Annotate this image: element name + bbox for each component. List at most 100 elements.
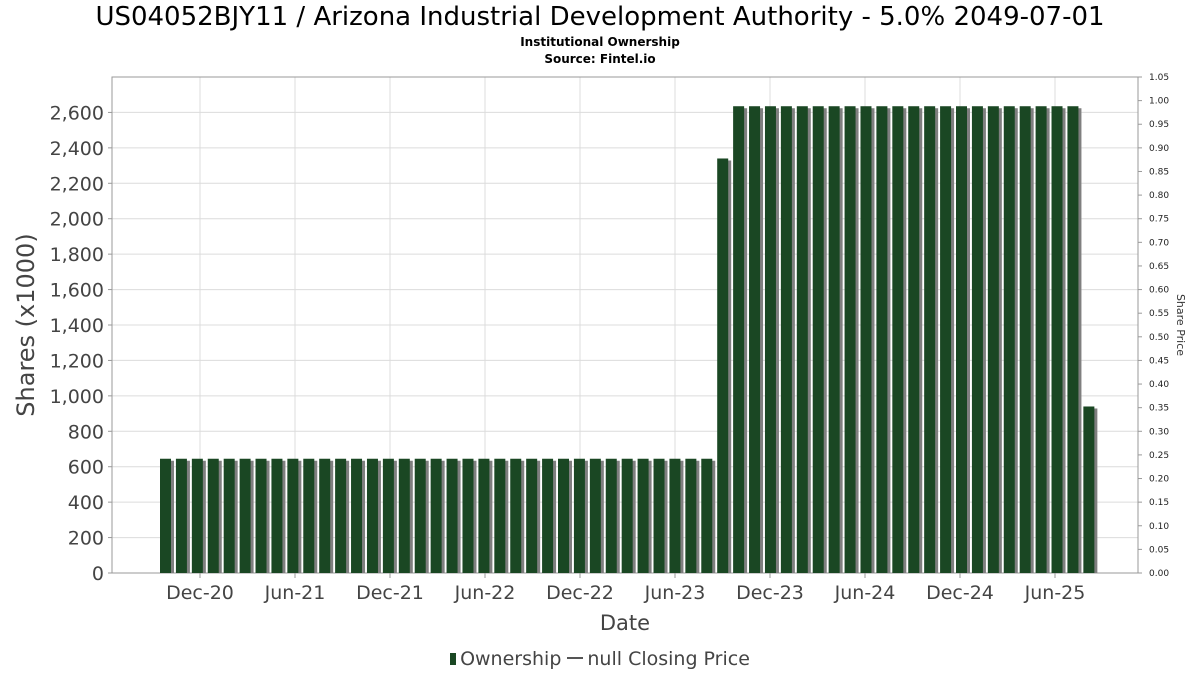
y2-tick-label: 0.15 [1149,498,1169,508]
y2-axis-label: Share Price [1174,294,1187,356]
ownership-bar [621,458,633,573]
ownership-bar [605,458,617,573]
y2-tick-label: 0.10 [1149,522,1169,532]
ownership-bar [366,458,378,573]
ownership-bar [828,106,840,573]
ownership-bar [780,106,792,573]
y-tick-label: 2,200 [50,173,104,195]
y-tick-label: 1,400 [50,315,104,337]
y-tick-label: 1,800 [50,244,104,266]
y-tick-label: 2,600 [50,102,104,124]
x-tick-label: Dec-20 [166,582,234,604]
ownership-bar [335,458,347,573]
ownership-bar [1019,106,1031,573]
ownership-bar [510,458,522,573]
ownership-bar [239,458,251,573]
ownership-bar [876,106,888,573]
ownership-bar [749,106,761,573]
ownership-bar [526,458,538,573]
y2-tick-label: 0.50 [1149,333,1169,343]
y2-tick-label: 0.65 [1149,262,1169,272]
ownership-bar [669,458,681,573]
x-tick-label: Dec-24 [926,582,994,604]
ownership-bar [351,458,363,573]
ownership-bar [812,106,824,573]
ownership-bar [255,458,267,573]
ownership-bar [956,106,967,573]
ownership-bar [589,458,601,573]
x-tick-label: Jun-21 [264,582,326,604]
ownership-bar [414,458,426,573]
x-tick-label: Jun-24 [834,582,896,604]
y2-tick-label: 1.00 [1149,97,1169,107]
y2-tick-label: 1.05 [1149,73,1169,83]
y2-tick-label: 0.35 [1149,404,1169,414]
y2-tick-label: 0.75 [1149,215,1169,225]
y2-tick-label: 0.60 [1149,286,1169,296]
x-axis: Dec-20 Jun-21 Dec-21 Jun-22 Dec-22 Jun-23 Dec-… [166,573,1085,604]
ownership-bar [1051,106,1063,573]
ownership-bar [287,458,299,573]
chart-subtitle: Institutional Ownership [520,35,680,49]
x-tick-label: Dec-22 [546,582,614,604]
ownership-bar [430,458,442,573]
y2-tick-label: 0.40 [1149,380,1169,390]
ownership-bar [637,458,649,573]
left-axis: 0 200 400 600 800 1,000 1,200 1,400 1,600 1,800 2,… [50,102,112,585]
ownership-bar [701,458,713,573]
ownership-bar [1083,406,1095,573]
y2-tick-label: 0.80 [1149,191,1169,201]
ownership-bar [558,458,569,573]
ownership-bar [1003,106,1015,573]
ownership-bar [542,458,554,573]
y-tick-label: 2,000 [50,209,104,231]
ownership-bar [892,106,904,573]
ownership-bar [478,458,490,573]
y-tick-label: 200 [68,528,104,550]
y2-tick-label: 0.05 [1149,545,1169,555]
ownership-bar [207,458,219,573]
ownership-bar [175,458,187,573]
ownership-bar [908,106,920,573]
y-tick-label: 400 [68,492,104,514]
bar-series [160,106,1098,573]
ownership-bar [796,106,808,573]
ownership-bar [1067,106,1079,573]
ownership-bar [764,106,776,573]
x-axis-label: Date [600,611,650,635]
y-tick-label: 2,400 [50,138,104,160]
ownership-bar [319,458,331,573]
y2-tick-label: 0.55 [1149,309,1169,319]
y-axis-label: Shares (x1000) [12,233,40,416]
ownership-bar [303,458,315,573]
x-tick-label: Jun-23 [644,582,706,604]
closing-price-legend-line [567,657,584,659]
ownership-bar [653,458,665,573]
right-axis: 0.00 0.05 0.10 0.15 0.20 0.25 0.30 0.35 0.40 0.45… [1138,73,1169,579]
ownership-bar [191,458,203,573]
ownership-bar [1035,106,1047,573]
ownership-bar [924,106,936,573]
ownership-bar [987,106,999,573]
x-tick-label: Dec-21 [356,582,424,604]
y2-tick-label: 0.30 [1149,427,1169,437]
ownership-bar [382,458,394,573]
x-tick-label: Dec-23 [736,582,804,604]
ownership-bar [462,458,474,573]
y2-tick-label: 0.85 [1149,167,1169,177]
legend-closing-price-label: null Closing Price [587,648,750,670]
ownership-bar [860,106,872,573]
ownership-bar [223,458,235,573]
y2-tick-label: 0.00 [1149,569,1169,579]
ownership-bar [573,458,585,573]
ownership-bar [446,458,458,573]
y-tick-label: 600 [68,457,104,479]
y2-tick-label: 0.70 [1149,238,1169,248]
y-tick-label: 1,600 [50,280,104,302]
x-tick-label: Jun-25 [1024,582,1086,604]
ownership-legend-swatch [450,653,457,665]
y-tick-label: 0 [92,563,104,585]
y2-tick-label: 0.20 [1149,475,1169,485]
y2-tick-label: 0.95 [1149,120,1169,130]
